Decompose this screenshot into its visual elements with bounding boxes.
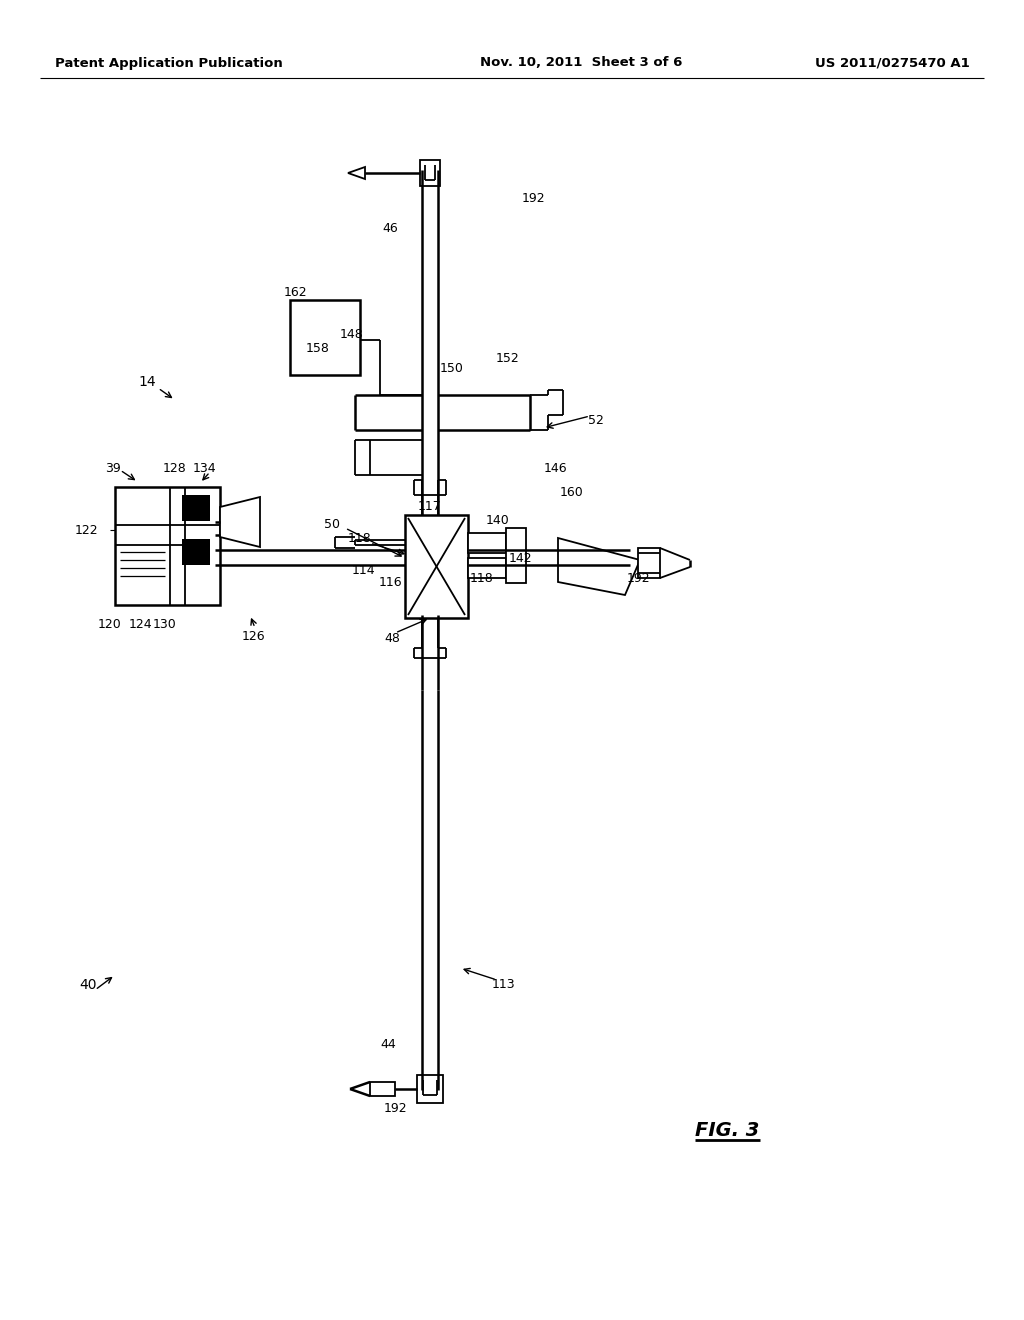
- Text: 152: 152: [496, 351, 520, 364]
- Text: 14: 14: [138, 375, 156, 389]
- Text: 40: 40: [79, 978, 96, 993]
- Text: 158: 158: [306, 342, 330, 355]
- Bar: [182, 495, 210, 521]
- Bar: [420, 160, 440, 186]
- Text: 126: 126: [242, 631, 265, 644]
- Bar: [290, 300, 360, 375]
- Text: 50: 50: [324, 517, 340, 531]
- Text: 142: 142: [508, 552, 531, 565]
- Text: 116: 116: [378, 576, 401, 589]
- Text: 140: 140: [486, 513, 510, 527]
- Text: 117: 117: [418, 500, 442, 513]
- Bar: [638, 548, 660, 578]
- Polygon shape: [370, 1082, 395, 1096]
- Text: 120: 120: [98, 619, 122, 631]
- Text: 150: 150: [440, 362, 464, 375]
- Polygon shape: [558, 539, 640, 595]
- Bar: [468, 533, 506, 553]
- Text: Patent Application Publication: Patent Application Publication: [55, 57, 283, 70]
- Text: 192: 192: [627, 572, 650, 585]
- Bar: [506, 528, 526, 583]
- Text: 113: 113: [492, 978, 515, 991]
- Text: 124: 124: [128, 619, 152, 631]
- Text: 192: 192: [521, 191, 545, 205]
- Text: 130: 130: [154, 619, 177, 631]
- Text: 118: 118: [470, 572, 494, 585]
- Text: 146: 146: [543, 462, 567, 474]
- Text: 128: 128: [163, 462, 186, 474]
- Text: 44: 44: [380, 1039, 396, 1052]
- Text: 114: 114: [351, 564, 375, 577]
- Text: 122: 122: [75, 524, 98, 536]
- Bar: [417, 1074, 443, 1104]
- Text: 52: 52: [588, 413, 604, 426]
- Polygon shape: [348, 168, 365, 180]
- Text: 134: 134: [193, 462, 216, 474]
- Text: Nov. 10, 2011  Sheet 3 of 6: Nov. 10, 2011 Sheet 3 of 6: [480, 57, 682, 70]
- Polygon shape: [220, 498, 260, 546]
- Text: 118: 118: [348, 532, 372, 545]
- Text: 46: 46: [382, 222, 398, 235]
- Text: US 2011/0275470 A1: US 2011/0275470 A1: [815, 57, 970, 70]
- Bar: [115, 487, 220, 605]
- Text: FIG. 3: FIG. 3: [695, 1121, 760, 1139]
- Bar: [468, 558, 506, 578]
- Text: 192: 192: [383, 1101, 407, 1114]
- Text: 160: 160: [560, 487, 584, 499]
- Bar: [406, 515, 468, 618]
- Bar: [182, 539, 210, 565]
- Text: 48: 48: [384, 631, 400, 644]
- Text: 39: 39: [105, 462, 121, 474]
- Text: 148: 148: [340, 329, 364, 342]
- Text: 162: 162: [284, 286, 307, 300]
